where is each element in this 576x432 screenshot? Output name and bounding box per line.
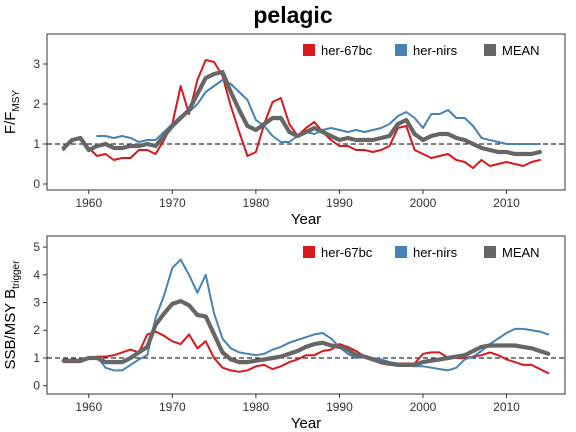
- legend-swatch-her-nirs: [395, 44, 407, 56]
- series-line-her-nirs: [96, 258, 550, 372]
- y-tick-label: 0: [33, 379, 40, 393]
- legend-swatch-mean: [484, 44, 496, 56]
- x-tick-label: 1980: [243, 400, 270, 414]
- series-line-her-67bc: [62, 59, 541, 169]
- x-axis-title: Year: [291, 211, 321, 228]
- x-tick-label: 2000: [410, 196, 437, 210]
- y-axis-title: SSB/MSY Btrigger: [2, 260, 22, 370]
- x-tick-label: 2010: [493, 196, 520, 210]
- series-line-mean: [61, 69, 543, 157]
- x-tick-label: 1960: [75, 400, 102, 414]
- x-tick-label: 1990: [326, 400, 353, 414]
- legend: her-67bc her-nirs MEAN: [303, 245, 540, 260]
- x-tick-label: 2000: [410, 400, 437, 414]
- y-tick-label: 5: [33, 240, 40, 254]
- y-tick-label: 3: [33, 296, 40, 310]
- legend-label: MEAN: [502, 43, 540, 58]
- panel-border: [46, 33, 566, 191]
- legend: her-67bc her-nirs MEAN: [303, 43, 540, 58]
- x-axis-title: Year: [291, 415, 321, 432]
- series-line-mean: [61, 299, 551, 367]
- legend-label: MEAN: [502, 245, 540, 260]
- legend-swatch-her-67bc: [303, 44, 315, 56]
- x-tick-label: 2010: [493, 400, 520, 414]
- legend-label: her-nirs: [413, 245, 458, 260]
- legend-swatch-mean: [484, 246, 496, 258]
- panel-border: [46, 235, 566, 395]
- y-tick-label: 1: [33, 351, 40, 365]
- x-tick-label: 1990: [326, 196, 353, 210]
- chart-title: pelagic: [253, 2, 332, 28]
- x-tick-label: 1970: [159, 196, 186, 210]
- legend-label: her-nirs: [413, 43, 458, 58]
- legend-label: her-67bc: [321, 245, 373, 260]
- legend-swatch-her-nirs: [395, 246, 407, 258]
- y-tick-label: 2: [33, 97, 40, 111]
- y-tick-label: 4: [33, 268, 40, 282]
- x-tick-label: 1980: [243, 196, 270, 210]
- y-tick-label: 0: [33, 177, 40, 191]
- y-tick-label: 1: [33, 137, 40, 151]
- x-tick-label: 1970: [159, 400, 186, 414]
- y-tick-label: 2: [33, 323, 40, 337]
- y-tick-label: 3: [33, 57, 40, 71]
- legend-swatch-her-67bc: [303, 246, 315, 258]
- y-axis-title: F/FMSY: [2, 90, 22, 135]
- x-tick-label: 1960: [75, 196, 102, 210]
- legend-label: her-67bc: [321, 43, 373, 58]
